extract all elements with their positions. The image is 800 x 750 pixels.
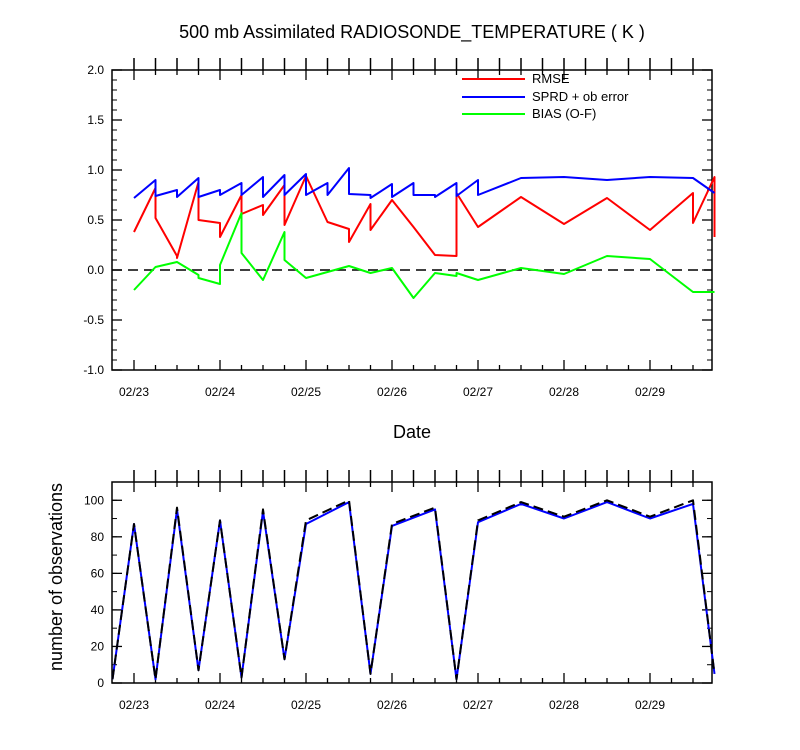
top-ytick-label: 1.5 [87, 113, 104, 127]
y-axis-title: number of observations [46, 483, 66, 671]
bottom-ytick-label: 80 [91, 530, 105, 544]
bottom-xtick-label: 02/29 [635, 698, 665, 712]
bias-line [133, 212, 715, 299]
top-xtick-label: 02/25 [291, 385, 321, 399]
top-panel: 02/23 02/24 02/25 02/26 02/27 02/28 02/29 2.0 1.… [83, 58, 716, 442]
bottom-ytick-label: 60 [91, 566, 105, 580]
top-ytick-label: 2.0 [87, 63, 104, 77]
top-xtick-label: 02/23 [119, 385, 149, 399]
top-xtick-label: 02/29 [635, 385, 665, 399]
bottom-xtick-label: 02/26 [377, 698, 407, 712]
top-xtick-label: 02/26 [377, 385, 407, 399]
bottom-ytick-label: 100 [84, 493, 104, 507]
sprd-line [133, 167, 716, 199]
bottom-xtick-label: 02/28 [549, 698, 579, 712]
bottom-xtick-label: 02/25 [291, 698, 321, 712]
bottom-ytick-label: 40 [91, 603, 105, 617]
obs-possible-line [111, 499, 716, 681]
top-xtick-label: 02/28 [549, 385, 579, 399]
legend-label-bias: BIAS (O-F) [532, 106, 596, 121]
bottom-xtick-label: 02/24 [205, 698, 235, 712]
top-ytick-label: 0.5 [87, 213, 104, 227]
top-ytick-label: -1.0 [83, 363, 104, 377]
top-ytick-label: 0.0 [87, 263, 104, 277]
bottom-ytick-label: 0 [97, 676, 104, 690]
bottom-frame [111, 481, 713, 684]
obs-used-line [111, 501, 716, 681]
x-axis-title: Date [393, 422, 431, 442]
legend-label-rmse: RMSE [532, 71, 570, 86]
rmse-line [133, 175, 716, 259]
bottom-panel: 02/23 02/24 02/25 02/26 02/27 02/28 02/29 100 80… [46, 470, 716, 712]
top-ytick-label: -0.5 [83, 313, 104, 327]
chart-title: 500 mb Assimilated RADIOSONDE_TEMPERATUR… [179, 22, 645, 42]
top-xtick-label: 02/24 [205, 385, 235, 399]
legend-label-sprd: SPRD + ob error [532, 89, 629, 104]
bottom-ytick-label: 20 [91, 639, 105, 653]
bottom-xtick-label: 02/23 [119, 698, 149, 712]
bottom-xtick-label: 02/27 [463, 698, 493, 712]
top-xtick-label: 02/27 [463, 385, 493, 399]
top-ytick-label: 1.0 [87, 163, 104, 177]
